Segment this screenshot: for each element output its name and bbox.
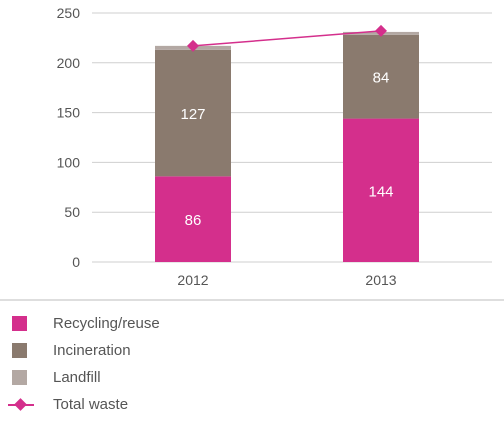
legend-item-landfill: Landfill — [8, 364, 498, 391]
x-tick-label: 2013 — [365, 272, 396, 288]
total-waste-line — [192, 30, 382, 47]
legend-marker-total-waste — [8, 397, 34, 413]
x-tick-label: 2012 — [177, 272, 208, 288]
data-label-recycling-reuse-2013: 144 — [368, 183, 393, 200]
bar-recycling-reuse-2013 — [343, 118, 419, 263]
bar-incineration-2013 — [343, 34, 419, 119]
y-tick-label: 200 — [57, 55, 81, 71]
data-label-incineration-2012: 127 — [180, 106, 205, 123]
legend-item-total-waste: Total waste — [8, 391, 498, 418]
legend-swatch-recycling — [12, 316, 27, 331]
legend-swatch-landfill — [12, 370, 27, 385]
y-tick-label: 50 — [64, 204, 80, 220]
data-label-incineration-2013: 84 — [373, 70, 390, 87]
chart-area: 0 50 100 150 200 250 86 127 2012 144 84 2013 — [0, 5, 504, 301]
legend-item-recycling: Recycling/reuse — [8, 310, 498, 337]
legend: Recycling/reuse Incineration Landfill To… — [8, 310, 498, 418]
total-waste-point-2012 — [187, 39, 199, 52]
y-tick-label: 100 — [57, 154, 81, 170]
legend-label-landfill: Landfill — [53, 369, 101, 386]
y-tick-label: 250 — [57, 5, 81, 21]
legend-item-incineration: Incineration — [8, 337, 498, 364]
legend-swatch-incineration — [12, 343, 27, 358]
y-tick-label: 150 — [57, 105, 81, 121]
bar-incineration-2012 — [155, 49, 231, 177]
legend-label-incineration: Incineration — [53, 342, 131, 359]
total-waste-point-2013 — [375, 24, 387, 37]
bar-recycling-reuse-2012 — [155, 176, 231, 262]
legend-label-total-waste: Total waste — [53, 396, 129, 413]
legend-label-recycling: Recycling/reuse — [53, 315, 160, 332]
diamond-icon — [14, 397, 27, 411]
data-label-recycling-reuse-2012: 86 — [185, 212, 202, 229]
y-tick-label: 0 — [72, 254, 80, 270]
